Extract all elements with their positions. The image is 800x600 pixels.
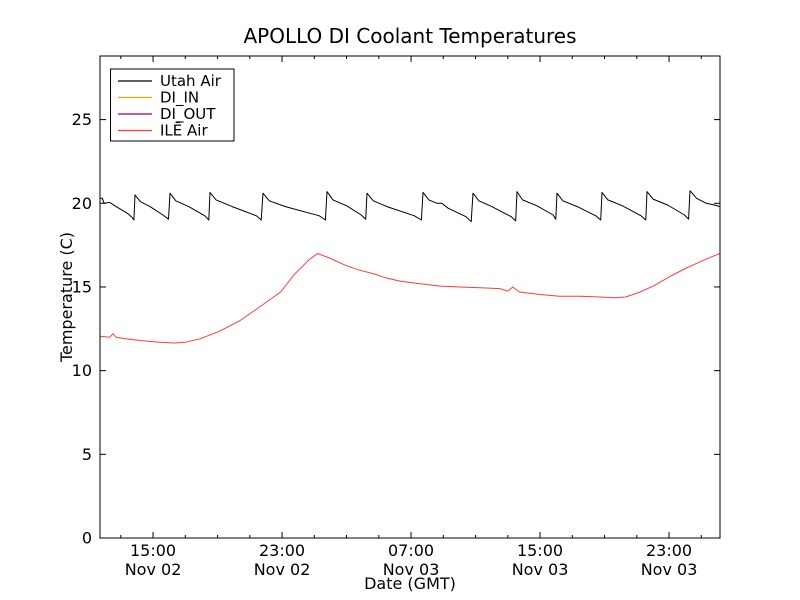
y-tick-label: 20 xyxy=(72,194,92,213)
y-tick-label: 25 xyxy=(72,110,92,129)
x-tick-label-date: Nov 03 xyxy=(641,560,698,579)
x-tick-label-time: 23:00 xyxy=(646,541,692,560)
legend-label-di_out: DI_OUT xyxy=(160,105,216,124)
x-tick-label-time: 23:00 xyxy=(259,541,305,560)
x-tick-label-time: 15:00 xyxy=(130,541,176,560)
y-tick-label: 5 xyxy=(82,445,92,464)
legend-label-di_in: DI_IN xyxy=(160,89,199,108)
y-tick-label: 15 xyxy=(72,277,92,296)
x-tick-label-time: 07:00 xyxy=(388,541,434,560)
x-tick-label-date: Nov 03 xyxy=(512,560,569,579)
plot-series xyxy=(99,190,721,539)
legend-label-ile_air: ILĒ Air xyxy=(160,122,208,140)
y-axis-label: Temperature (C) xyxy=(57,232,76,363)
series-line-utah_air xyxy=(99,190,721,223)
y-tick-label: 0 xyxy=(82,529,92,548)
y-tick-label: 10 xyxy=(72,361,92,380)
plot-frame xyxy=(99,55,721,539)
legend-label-utah_air: Utah Air xyxy=(160,72,222,90)
x-tick-label-date: Nov 02 xyxy=(125,560,182,579)
axis-ticks xyxy=(100,56,720,539)
series-line-ile_air xyxy=(99,253,721,344)
x-tick-label-date: Nov 03 xyxy=(383,560,440,579)
x-axis-label: Date (GMT) xyxy=(364,574,456,593)
x-tick-label-time: 15:00 xyxy=(517,541,563,560)
chart-title: APOLLO DI Coolant Temperatures xyxy=(243,24,576,48)
x-tick-label-date: Nov 02 xyxy=(254,560,311,579)
